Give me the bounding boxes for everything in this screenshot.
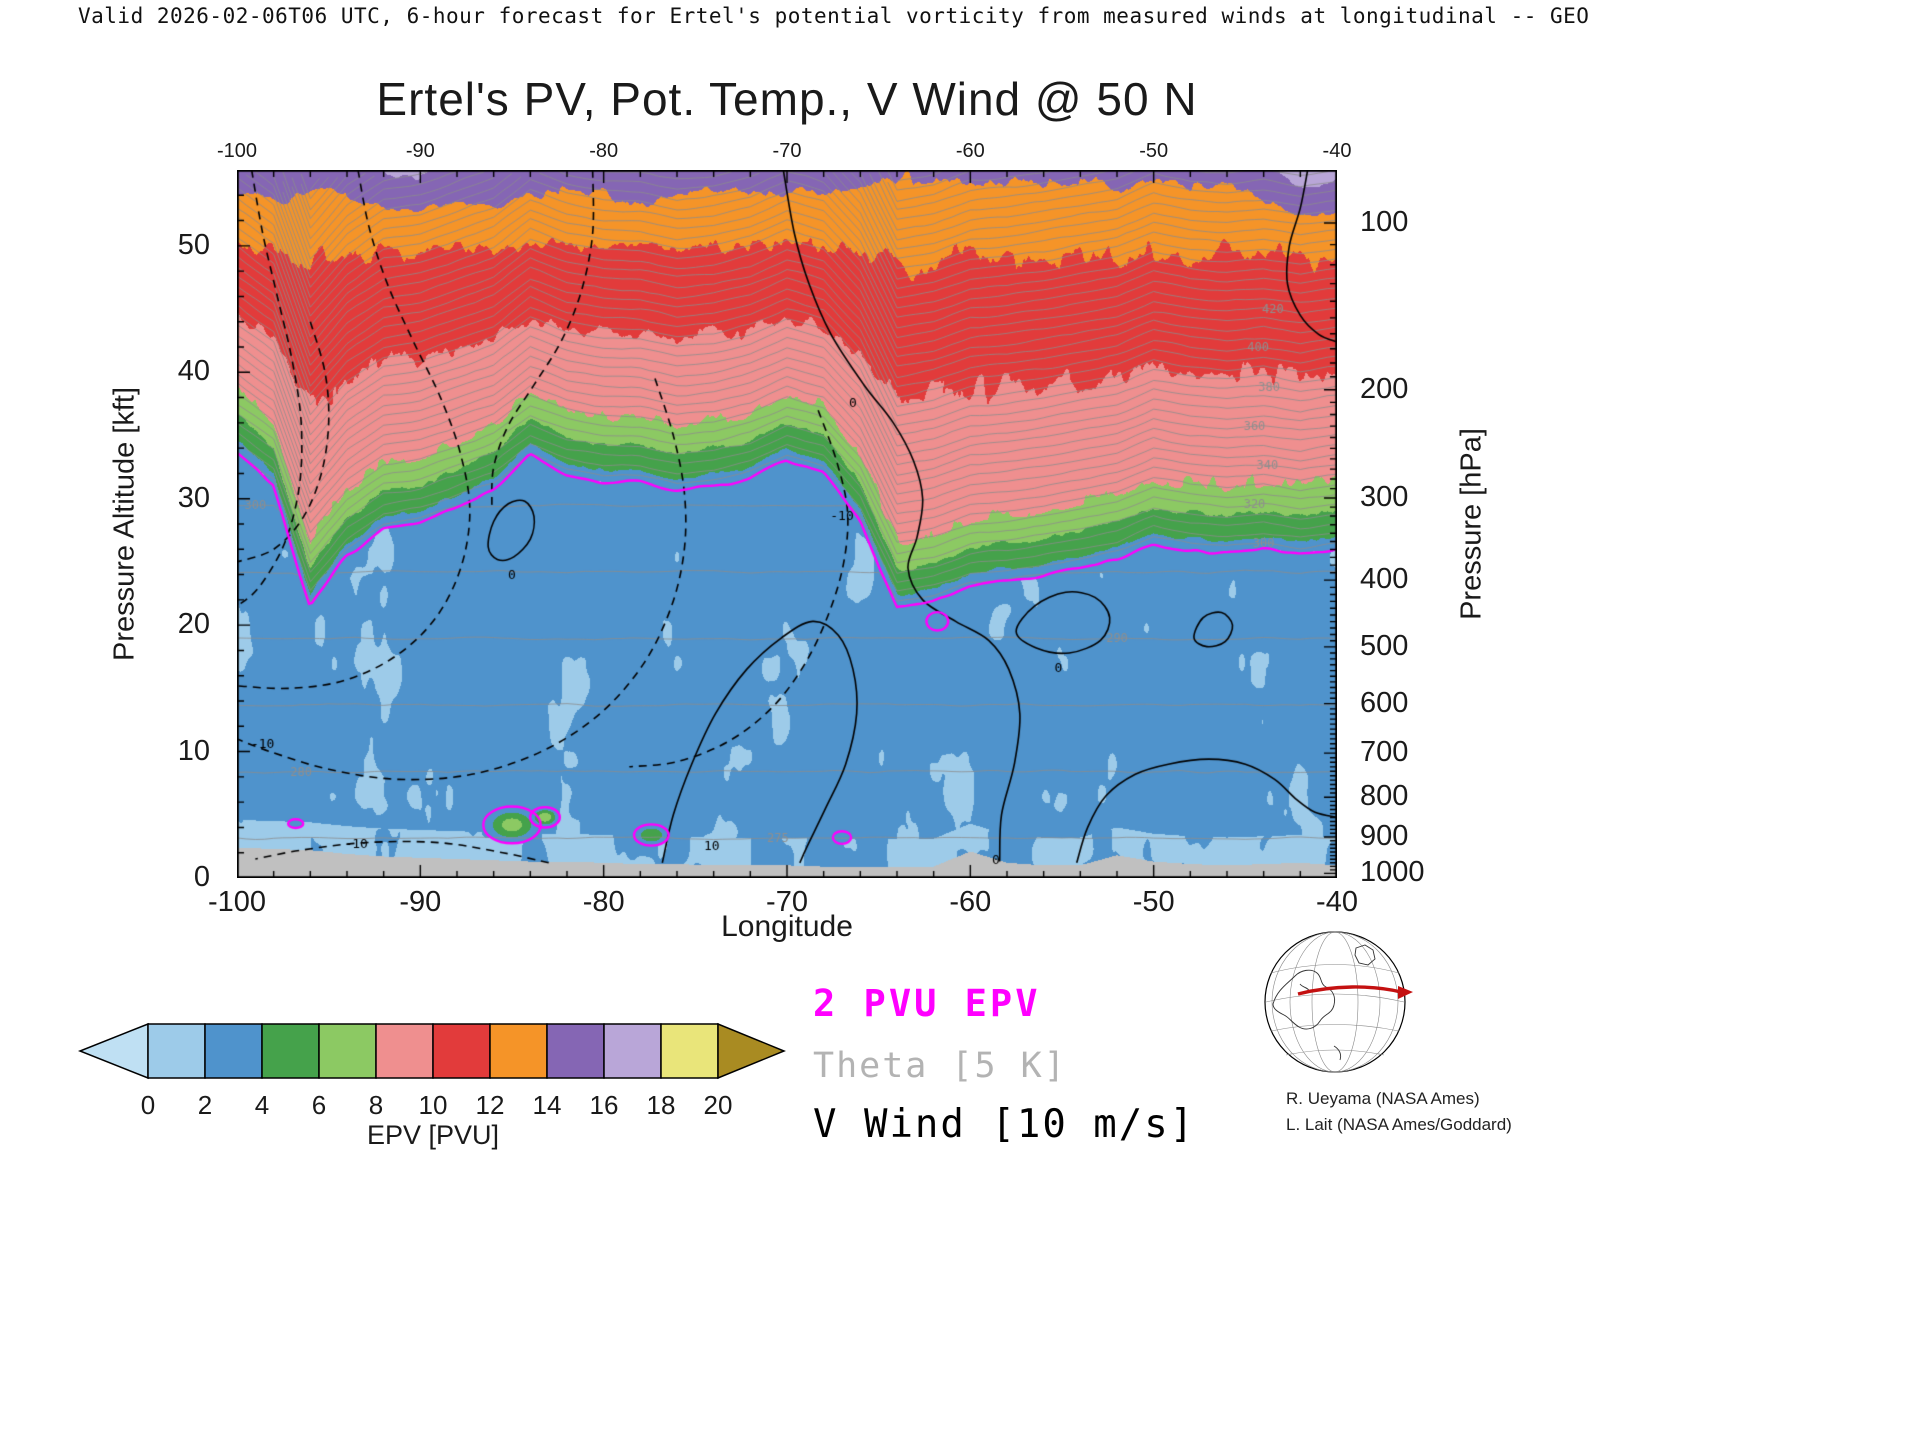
x-tick-bottom: -100 <box>207 886 267 918</box>
y-tick-right: 400 <box>1360 563 1409 596</box>
colorbar-tick: 0 <box>140 1090 156 1120</box>
x-axis-label: Longitude <box>721 910 853 943</box>
legend-2pvu-epv: 2 PVU EPV <box>813 982 1041 1025</box>
y-tick-left: 10 <box>177 734 210 767</box>
y-tick-left: 0 <box>193 861 210 893</box>
colorbar-segment <box>432 1023 491 1079</box>
y-axis-left-label: Pressure Altitude [kft] <box>108 386 141 662</box>
y-tick-right: 600 <box>1360 686 1409 719</box>
x-tick-top: -50 <box>1139 140 1169 162</box>
colorbar-segment <box>489 1023 548 1079</box>
colorbar-tick: 18 <box>646 1090 676 1120</box>
colorbar-segment <box>546 1023 605 1079</box>
colorbar-tick: 6 <box>311 1090 327 1120</box>
y-tick-right: 1000 <box>1360 856 1425 889</box>
x-tick-bottom: -70 <box>766 886 808 918</box>
globe-coastlines <box>1272 944 1376 1061</box>
colorbar-segment <box>261 1023 320 1079</box>
x-tick-top: -70 <box>772 140 802 162</box>
x-tick-top: -80 <box>589 140 619 162</box>
y-tick-right: 300 <box>1360 481 1409 514</box>
colorbar-tick: 8 <box>368 1090 384 1120</box>
y-tick-right: 800 <box>1360 780 1409 813</box>
x-tick-bottom: -80 <box>582 886 625 918</box>
credit-line-1: R. Ueyama (NASA Ames) <box>1286 1089 1480 1108</box>
plot-title: Ertel's PV, Pot. Temp., V Wind @ 50 N <box>376 73 1198 125</box>
x-tick-bottom: -90 <box>399 886 442 918</box>
colorbar-tick: 20 <box>703 1090 733 1120</box>
x-tick-top: -100 <box>216 140 258 162</box>
map-inset-globe <box>1264 931 1413 1073</box>
y-tick-left: 30 <box>177 481 210 514</box>
pv-cross-section-canvas <box>237 170 1337 878</box>
y-tick-right: 100 <box>1360 206 1409 239</box>
credit-line-2: L. Lait (NASA Ames/Goddard) <box>1286 1115 1512 1134</box>
y-tick-left: 20 <box>177 608 210 641</box>
colorbar-segment <box>660 1023 719 1079</box>
x-tick-bottom: -50 <box>1132 886 1175 918</box>
legend-vwind: V Wind [10 m/s] <box>813 1102 1196 1147</box>
validity-header: Valid 2026-02-06T06 UTC, 6-hour forecast… <box>78 4 1590 28</box>
credits: R. Ueyama (NASA Ames) L. Lait (NASA Ames… <box>1286 1086 1512 1138</box>
x-tick-bottom: -40 <box>1316 886 1358 918</box>
colorbar <box>77 1022 786 1080</box>
colorbar-tick: 16 <box>589 1090 619 1120</box>
globe-outline <box>1264 931 1406 1073</box>
colorbar-segment <box>204 1023 263 1079</box>
colorbar-tick: 10 <box>418 1090 448 1120</box>
y-tick-right: 200 <box>1360 372 1409 405</box>
colorbar-tick: 4 <box>254 1090 270 1120</box>
colorbar-tick: 2 <box>197 1090 213 1120</box>
y-tick-left: 50 <box>177 228 210 261</box>
colorbar-segment <box>318 1023 377 1079</box>
cross-section-indicator <box>1297 985 1402 996</box>
colorbar-segment <box>603 1023 662 1079</box>
cross-section-arrow-icon <box>1398 986 1413 999</box>
colorbar-label: EPV [PVU] <box>366 1120 500 1150</box>
colorbar-segment <box>375 1023 434 1079</box>
y-tick-right: 500 <box>1360 629 1409 662</box>
colorbar-under-arrow <box>77 1022 149 1080</box>
x-tick-top: -60 <box>955 140 985 162</box>
x-tick-top: -90 <box>405 140 435 162</box>
legend-theta: Theta [5 K] <box>813 1046 1067 1086</box>
y-axis-right-label: Pressure [hPa] <box>1455 428 1488 620</box>
colorbar-over-arrow <box>717 1022 786 1080</box>
x-tick-bottom: -60 <box>949 886 992 918</box>
y-tick-left: 40 <box>177 355 210 388</box>
globe-graticule <box>1265 931 1405 1073</box>
colorbar-segment <box>147 1023 206 1079</box>
y-tick-right: 900 <box>1360 820 1409 852</box>
y-tick-right: 700 <box>1360 736 1409 769</box>
colorbar-tick: 14 <box>532 1090 562 1120</box>
colorbar-tick: 12 <box>475 1090 505 1120</box>
x-tick-top: -40 <box>1322 140 1352 162</box>
